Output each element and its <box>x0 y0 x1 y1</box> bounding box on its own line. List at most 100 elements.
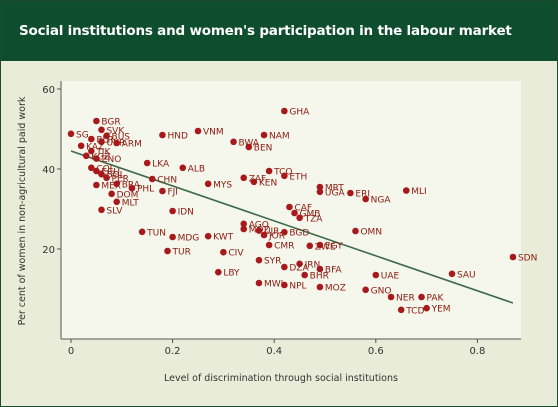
point-label: BUS <box>112 132 131 142</box>
y-tick-label: 60 <box>42 85 55 96</box>
point-label: IDN <box>178 208 194 218</box>
data-point <box>255 256 263 264</box>
data-point <box>352 227 359 235</box>
point-label: MYS <box>213 180 232 190</box>
data-point <box>143 159 151 167</box>
data-point <box>113 139 121 147</box>
point-label: ECU <box>101 168 120 178</box>
point-label: MOZ <box>325 284 346 294</box>
data-point <box>215 268 222 276</box>
point-label: BLR <box>96 136 113 146</box>
data-point <box>316 283 324 291</box>
point-label: ZWE <box>315 242 336 252</box>
point-label: BWA <box>239 138 260 148</box>
header-bar: Social institutions and women's particip… <box>1 1 557 61</box>
data-point <box>103 174 110 182</box>
point-label: CAF <box>294 204 312 214</box>
point-label: VNM <box>203 128 224 138</box>
data-point <box>316 188 324 196</box>
point-label: BGR <box>101 118 120 128</box>
data-point <box>77 142 85 150</box>
point-label: ERI <box>355 190 370 200</box>
data-point <box>301 271 308 279</box>
x-axis-label: Level of discrimination through social i… <box>164 373 398 384</box>
data-point <box>93 181 100 189</box>
x-tick-label: 0.6 <box>368 346 384 357</box>
point-label: ETH <box>289 172 307 182</box>
point-label: MWI <box>264 280 283 290</box>
point-label: ZAF <box>249 174 267 184</box>
data-point <box>169 207 176 215</box>
data-point <box>113 180 121 188</box>
data-point <box>88 164 95 172</box>
point-label: JOR <box>268 232 285 242</box>
point-label: MEX <box>101 182 121 192</box>
data-point <box>88 135 95 143</box>
point-label: KEN <box>259 178 277 188</box>
data-point <box>240 174 248 182</box>
data-point <box>230 138 237 146</box>
data-point <box>98 206 105 214</box>
data-point <box>164 247 171 255</box>
data-point <box>98 126 105 134</box>
point-label: CMR <box>274 242 294 252</box>
point-label: LBY <box>223 269 240 279</box>
point-label: COL <box>96 164 114 174</box>
data-point <box>98 170 105 178</box>
data-point <box>372 271 380 279</box>
data-point <box>423 304 430 312</box>
data-point <box>204 180 212 188</box>
data-point <box>387 293 395 301</box>
data-point <box>204 232 212 240</box>
point-label: DOM <box>117 190 139 200</box>
point-label: SG <box>76 130 89 140</box>
data-point <box>108 190 115 198</box>
plot-area <box>61 81 521 339</box>
point-label: NAM <box>269 132 290 142</box>
data-point <box>255 227 263 234</box>
data-point <box>93 167 100 175</box>
data-point <box>347 189 354 197</box>
data-point <box>362 195 369 203</box>
x-tick-label: 0.2 <box>165 346 181 357</box>
point-label: EGY <box>325 242 343 252</box>
chart-title: Social institutions and women's particip… <box>19 23 512 39</box>
data-point <box>281 107 288 115</box>
point-label: TCD <box>405 306 424 316</box>
point-label: SDN <box>518 254 537 264</box>
data-point <box>296 214 303 222</box>
point-label: IRN <box>305 260 321 270</box>
data-point <box>286 203 293 211</box>
data-point <box>418 293 425 301</box>
data-point <box>245 143 253 151</box>
point-label: CIV <box>228 249 244 259</box>
point-label: MDG <box>178 234 200 244</box>
y-tick-label: 40 <box>42 165 55 176</box>
x-tick-label: 0.8 <box>469 346 485 357</box>
point-label: BHR <box>310 272 329 282</box>
data-point <box>93 117 100 125</box>
data-point <box>220 248 227 256</box>
data-point <box>250 178 258 186</box>
data-point <box>281 172 288 180</box>
data-point <box>402 187 410 194</box>
point-label: UGA <box>325 188 346 198</box>
point-label: FJI <box>167 188 178 198</box>
point-label: NGA <box>371 196 392 206</box>
data-point <box>67 130 75 138</box>
data-point <box>159 131 166 139</box>
data-point <box>148 175 156 183</box>
x-tick-label: 0.4 <box>266 346 282 357</box>
trend-line <box>70 150 514 304</box>
y-axis-label: Per cent of women in non-agricultural pa… <box>17 96 28 325</box>
point-label: TCO <box>273 168 292 178</box>
data-point <box>169 233 176 241</box>
point-label: DZA <box>289 264 309 274</box>
data-point <box>281 281 288 289</box>
point-label: ZNO <box>101 155 121 165</box>
data-point <box>103 132 110 140</box>
x-tick-label: 0 <box>68 346 74 357</box>
point-label: BOL <box>106 171 124 181</box>
point-label: ARM <box>122 140 142 150</box>
